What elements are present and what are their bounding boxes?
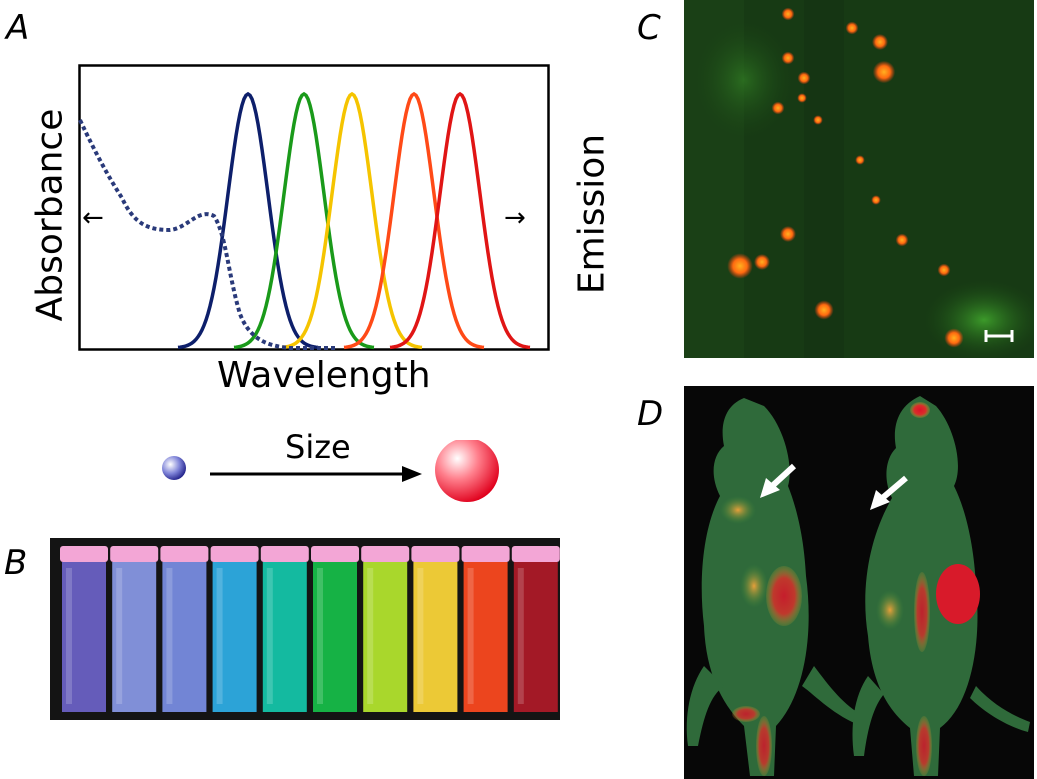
fluorescent-spot bbox=[727, 253, 753, 279]
vial-row-photo bbox=[50, 538, 560, 720]
fluorescent-spot bbox=[937, 263, 951, 277]
vial-2 bbox=[110, 546, 159, 712]
vial-7 bbox=[361, 546, 410, 712]
wavelength-axis-label: Wavelength bbox=[217, 355, 431, 396]
panel-letter-a: A bbox=[6, 8, 30, 48]
fluorescent-spot bbox=[895, 233, 909, 247]
left-arrow: ← bbox=[82, 203, 104, 233]
panel-letter-d: D bbox=[637, 394, 664, 434]
spectra-plot: ← → bbox=[78, 64, 550, 351]
fluorescence-micrograph bbox=[684, 0, 1034, 358]
fluorescent-spot bbox=[944, 328, 964, 348]
large-particle bbox=[435, 440, 499, 502]
fluorescent-spot bbox=[872, 34, 888, 50]
fluorescent-spot bbox=[814, 300, 834, 320]
vial-9 bbox=[461, 546, 510, 712]
mouse-left bbox=[686, 398, 864, 776]
fluorescent-spot bbox=[871, 195, 881, 205]
size-scale bbox=[162, 440, 499, 502]
fluorescent-spot bbox=[781, 7, 795, 21]
vial-3 bbox=[160, 546, 209, 712]
absorbance-curve bbox=[78, 119, 338, 350]
fluorescent-spot bbox=[754, 254, 770, 270]
vial-1 bbox=[60, 546, 108, 712]
vial-4 bbox=[210, 546, 259, 712]
fluorescent-spot bbox=[771, 101, 785, 115]
emission-peak-4 bbox=[343, 91, 485, 350]
emission-peak-1 bbox=[177, 91, 319, 350]
vial-10 bbox=[511, 546, 560, 712]
vial-8 bbox=[411, 546, 460, 712]
panel-letter-b: B bbox=[4, 543, 28, 583]
arrow-right-mouse bbox=[870, 475, 908, 510]
fluorescent-spot bbox=[780, 226, 796, 242]
emission-peak-3 bbox=[281, 91, 423, 350]
panel-letter-c: C bbox=[637, 8, 661, 48]
scale-bar bbox=[984, 330, 1014, 342]
arrow-left-mouse bbox=[760, 463, 797, 498]
emission-peak-2 bbox=[233, 91, 375, 350]
fluorescent-spot bbox=[797, 93, 807, 103]
right-arrow: → bbox=[504, 203, 526, 233]
fluorescent-spot bbox=[781, 51, 795, 65]
fluorescent-spot bbox=[797, 71, 811, 85]
fluorescent-spot bbox=[855, 155, 865, 165]
small-particle bbox=[162, 456, 186, 480]
emission-peak-5 bbox=[389, 91, 531, 350]
fluorescent-spot bbox=[845, 21, 859, 35]
emission-axis-label: Emission bbox=[571, 133, 613, 295]
fluorescent-spot bbox=[813, 115, 823, 125]
size-label: Size bbox=[285, 428, 351, 466]
vial-6 bbox=[311, 546, 359, 712]
vial-5 bbox=[260, 546, 309, 712]
absorbance-axis-label: Absorbance bbox=[29, 108, 71, 322]
in-vivo-mouse-imaging bbox=[684, 386, 1034, 779]
fluorescent-spot bbox=[872, 60, 896, 84]
size-arrow-head bbox=[402, 466, 422, 482]
